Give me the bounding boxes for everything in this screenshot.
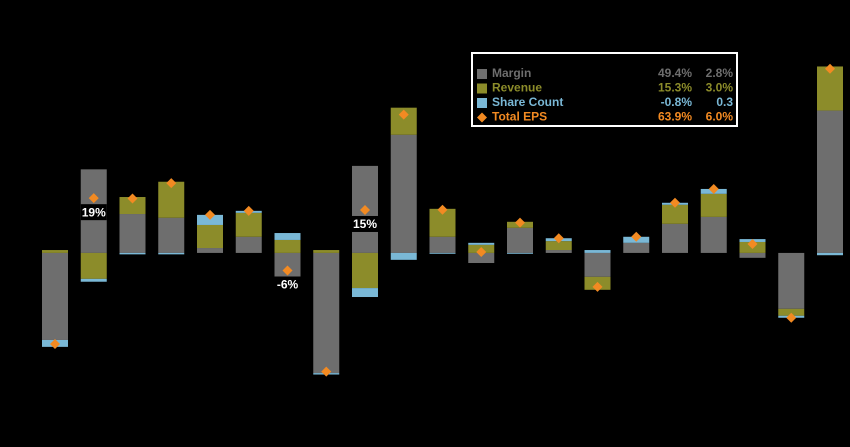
total-marker <box>631 231 642 242</box>
total-marker <box>592 281 603 292</box>
data-label: 15% <box>353 217 377 231</box>
bar-segment <box>817 252 843 256</box>
label-bg <box>80 204 107 221</box>
total-marker <box>398 109 409 120</box>
bar-segment <box>119 214 146 253</box>
bar-segment <box>584 250 611 253</box>
bar-segment <box>507 252 533 254</box>
legend-value: 63.9% <box>658 110 692 124</box>
bar-segment <box>80 278 107 282</box>
legend-swatch <box>477 112 487 123</box>
legend-swatch <box>477 98 487 108</box>
total-marker <box>747 238 758 249</box>
bar-segment <box>507 227 533 253</box>
bar-segment <box>80 252 107 279</box>
bar-segment <box>197 224 223 249</box>
label-bg <box>274 276 301 293</box>
total-marker <box>50 338 60 349</box>
legend-label: Total EPS <box>492 110 547 124</box>
bar-segment <box>468 242 495 245</box>
bar-segment <box>197 214 223 225</box>
total-marker <box>515 217 525 228</box>
bar-segment <box>119 252 146 255</box>
label-bg <box>352 215 378 232</box>
data-label: -6% <box>277 278 299 292</box>
bar-segment <box>274 239 301 253</box>
bar-segment <box>700 216 727 253</box>
bar-segment <box>313 252 340 374</box>
total-marker <box>786 312 797 323</box>
bar-segment <box>197 248 223 253</box>
total-marker <box>670 197 680 208</box>
bar-segment <box>662 204 688 224</box>
total-marker <box>243 205 254 216</box>
bar-segment <box>778 252 805 309</box>
bar-segment <box>352 252 378 289</box>
bar-segment <box>235 236 262 253</box>
bar-segment <box>158 217 185 253</box>
bar-segment <box>700 193 727 217</box>
bar-segment <box>429 236 456 253</box>
total-marker <box>708 183 719 194</box>
legend-swatch <box>477 83 487 94</box>
bar-segment <box>662 223 688 253</box>
legend-label: Share Count <box>492 95 563 109</box>
bar-segment <box>274 233 301 240</box>
bar-segment <box>584 252 611 277</box>
legend-value: 0.3 <box>716 95 733 109</box>
legend-label: Margin <box>492 66 531 80</box>
bar-segment <box>468 252 495 264</box>
bar-segment <box>390 252 417 260</box>
legend-label: Revenue <box>492 81 542 95</box>
bar-segment <box>545 241 572 251</box>
bar-segment <box>817 66 843 111</box>
bar-segment <box>778 308 805 316</box>
total-marker <box>205 209 215 220</box>
bar-segment <box>119 197 146 215</box>
total-marker <box>360 204 370 215</box>
legend-value: 3.0% <box>706 81 734 95</box>
bar-segment <box>352 288 378 298</box>
legend-value: 49.4% <box>658 66 692 80</box>
total-marker <box>437 204 448 215</box>
bar-segment <box>158 252 185 255</box>
bar-segment <box>623 242 650 253</box>
legend-value: -0.8% <box>661 95 693 109</box>
bar-segment <box>42 252 68 340</box>
legend-swatch <box>477 69 487 79</box>
bar-segment <box>817 110 843 253</box>
bar-segment <box>235 212 262 237</box>
total-marker <box>321 366 332 377</box>
bar-segment <box>739 252 766 258</box>
total-marker <box>88 193 99 204</box>
total-marker <box>553 233 564 244</box>
legend-value: 15.3% <box>658 81 692 95</box>
total-marker <box>127 193 138 204</box>
legend-value: 2.8% <box>706 66 734 80</box>
bar-segment <box>545 250 572 253</box>
total-marker <box>825 63 835 74</box>
total-marker <box>166 178 177 189</box>
bar-segment <box>313 250 340 253</box>
legend-value: 6.0% <box>706 110 734 124</box>
bar-segment <box>390 134 417 253</box>
total-marker <box>282 265 293 276</box>
total-marker <box>476 247 487 258</box>
bar-segment <box>42 250 68 253</box>
bar-segment <box>429 252 456 254</box>
data-label: 19% <box>82 205 106 219</box>
legend-box <box>471 52 738 127</box>
